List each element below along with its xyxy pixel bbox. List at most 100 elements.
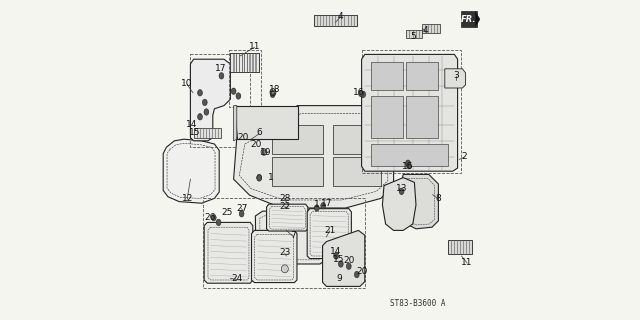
Text: 20: 20 (356, 268, 367, 276)
Text: 11: 11 (249, 42, 260, 51)
Text: 5: 5 (410, 32, 415, 41)
Text: 8: 8 (436, 194, 441, 203)
Bar (448, 240, 472, 254)
Polygon shape (272, 157, 323, 186)
Text: 20: 20 (343, 256, 355, 265)
Ellipse shape (198, 114, 202, 120)
Text: 4: 4 (338, 12, 344, 20)
Polygon shape (406, 96, 438, 138)
Text: 14: 14 (186, 120, 198, 129)
Ellipse shape (198, 90, 202, 96)
Polygon shape (191, 59, 230, 141)
Text: 6: 6 (257, 128, 262, 137)
Text: 17: 17 (215, 64, 227, 73)
Text: 2: 2 (461, 152, 467, 161)
Polygon shape (255, 210, 326, 264)
Polygon shape (163, 139, 219, 203)
Ellipse shape (257, 174, 262, 181)
Ellipse shape (346, 263, 351, 269)
Text: 15: 15 (333, 255, 345, 264)
Polygon shape (371, 62, 403, 90)
Polygon shape (406, 62, 438, 90)
Polygon shape (475, 11, 480, 27)
Text: 16: 16 (403, 162, 413, 171)
Text: 7: 7 (290, 231, 296, 240)
Text: ST83-B3600 A: ST83-B3600 A (390, 300, 446, 308)
Polygon shape (445, 69, 466, 88)
Polygon shape (399, 174, 438, 229)
Text: 14: 14 (330, 247, 342, 256)
Polygon shape (371, 144, 448, 166)
Ellipse shape (355, 271, 359, 278)
Polygon shape (234, 106, 394, 208)
Polygon shape (234, 106, 298, 139)
Ellipse shape (333, 253, 339, 259)
Polygon shape (333, 125, 381, 154)
Ellipse shape (257, 175, 262, 181)
Text: 4: 4 (423, 26, 428, 35)
Text: 1: 1 (268, 173, 273, 182)
Text: 10: 10 (182, 79, 193, 88)
Bar (406, 30, 422, 38)
Ellipse shape (271, 90, 275, 94)
Bar (230, 53, 259, 72)
Text: 23: 23 (279, 248, 291, 257)
Ellipse shape (239, 211, 244, 217)
Text: 9: 9 (337, 274, 342, 283)
Polygon shape (371, 96, 403, 138)
Polygon shape (204, 222, 253, 283)
Ellipse shape (202, 99, 207, 106)
Polygon shape (323, 230, 365, 286)
Text: 28: 28 (279, 194, 291, 203)
Text: 24: 24 (231, 274, 243, 283)
Ellipse shape (358, 90, 364, 97)
Ellipse shape (321, 203, 326, 209)
Text: 18: 18 (269, 85, 281, 94)
Polygon shape (267, 204, 308, 231)
Ellipse shape (399, 188, 404, 195)
Ellipse shape (314, 205, 319, 211)
Polygon shape (461, 11, 477, 27)
Ellipse shape (406, 163, 412, 169)
Text: 15: 15 (189, 128, 201, 137)
Ellipse shape (231, 88, 236, 94)
Ellipse shape (262, 150, 266, 154)
Ellipse shape (204, 109, 209, 115)
Bar (230, 53, 259, 72)
Ellipse shape (270, 91, 275, 98)
Ellipse shape (406, 160, 410, 166)
Polygon shape (252, 230, 297, 283)
Text: 1: 1 (314, 200, 319, 209)
Text: 11: 11 (461, 258, 473, 267)
Text: 22: 22 (279, 202, 291, 211)
Text: 13: 13 (396, 184, 407, 193)
Bar (314, 15, 357, 26)
Ellipse shape (216, 219, 221, 226)
Polygon shape (333, 157, 381, 186)
Polygon shape (307, 209, 351, 259)
Ellipse shape (339, 261, 343, 267)
Text: 20: 20 (237, 133, 249, 142)
Text: 16: 16 (353, 88, 364, 97)
Text: 3: 3 (453, 71, 459, 80)
Text: 19: 19 (260, 148, 271, 156)
Polygon shape (362, 54, 458, 171)
Text: 26: 26 (204, 213, 215, 222)
Polygon shape (272, 125, 323, 154)
Ellipse shape (236, 93, 241, 99)
Bar (193, 128, 221, 138)
Text: FR.: FR. (460, 15, 476, 24)
Text: 25: 25 (221, 208, 233, 217)
Ellipse shape (361, 91, 365, 98)
Text: 17: 17 (321, 199, 332, 208)
Bar (231, 54, 257, 71)
Text: 21: 21 (324, 226, 335, 235)
Text: 12: 12 (182, 194, 193, 203)
Ellipse shape (219, 73, 224, 79)
Bar (422, 24, 440, 33)
Polygon shape (383, 178, 416, 230)
Ellipse shape (211, 214, 216, 221)
Text: 27: 27 (236, 204, 247, 212)
Ellipse shape (282, 265, 288, 273)
Text: 20: 20 (250, 140, 262, 148)
